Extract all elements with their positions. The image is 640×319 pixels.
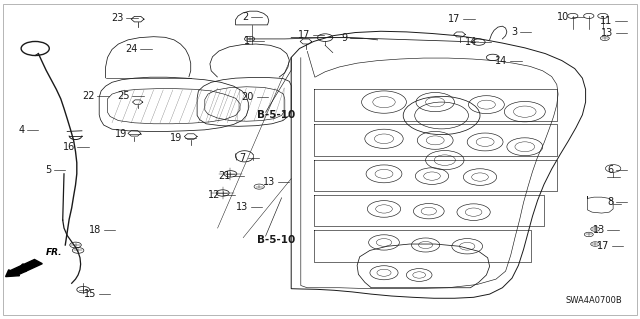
Text: 10: 10 bbox=[557, 11, 570, 22]
Text: 19: 19 bbox=[115, 129, 127, 139]
Text: 20: 20 bbox=[242, 92, 254, 102]
Text: 13: 13 bbox=[601, 28, 613, 39]
Text: 8: 8 bbox=[607, 197, 613, 207]
Text: 11: 11 bbox=[600, 16, 612, 26]
Text: 4: 4 bbox=[18, 124, 24, 135]
Text: 21: 21 bbox=[218, 171, 230, 181]
Text: 14: 14 bbox=[495, 56, 508, 66]
Text: 25: 25 bbox=[117, 91, 130, 101]
Text: 17: 17 bbox=[298, 30, 310, 40]
Text: 24: 24 bbox=[125, 44, 138, 55]
Text: 22: 22 bbox=[82, 91, 95, 101]
Text: 23: 23 bbox=[111, 12, 124, 23]
Text: 5: 5 bbox=[45, 165, 51, 175]
Text: 13: 13 bbox=[236, 202, 248, 212]
Text: 14: 14 bbox=[465, 37, 477, 47]
Text: 17: 17 bbox=[597, 241, 609, 251]
Text: 6: 6 bbox=[607, 165, 613, 175]
Text: SWA4A0700B: SWA4A0700B bbox=[566, 296, 622, 305]
Text: 15: 15 bbox=[84, 289, 96, 299]
Text: 13: 13 bbox=[263, 177, 275, 187]
Text: 9: 9 bbox=[341, 33, 348, 43]
Text: 3: 3 bbox=[511, 27, 517, 37]
Text: B-5-10: B-5-10 bbox=[257, 235, 296, 245]
Text: 16: 16 bbox=[63, 142, 75, 152]
Text: FR.: FR. bbox=[46, 248, 63, 257]
Text: 17: 17 bbox=[449, 14, 461, 24]
Text: 1: 1 bbox=[243, 36, 250, 47]
Text: 7: 7 bbox=[239, 153, 245, 163]
Text: B-5-10: B-5-10 bbox=[257, 110, 296, 121]
Text: 12: 12 bbox=[209, 190, 221, 200]
Text: 2: 2 bbox=[242, 11, 248, 22]
Text: 18: 18 bbox=[89, 225, 101, 235]
Text: 19: 19 bbox=[170, 133, 182, 143]
FancyArrow shape bbox=[6, 259, 42, 277]
Text: 13: 13 bbox=[593, 225, 605, 235]
